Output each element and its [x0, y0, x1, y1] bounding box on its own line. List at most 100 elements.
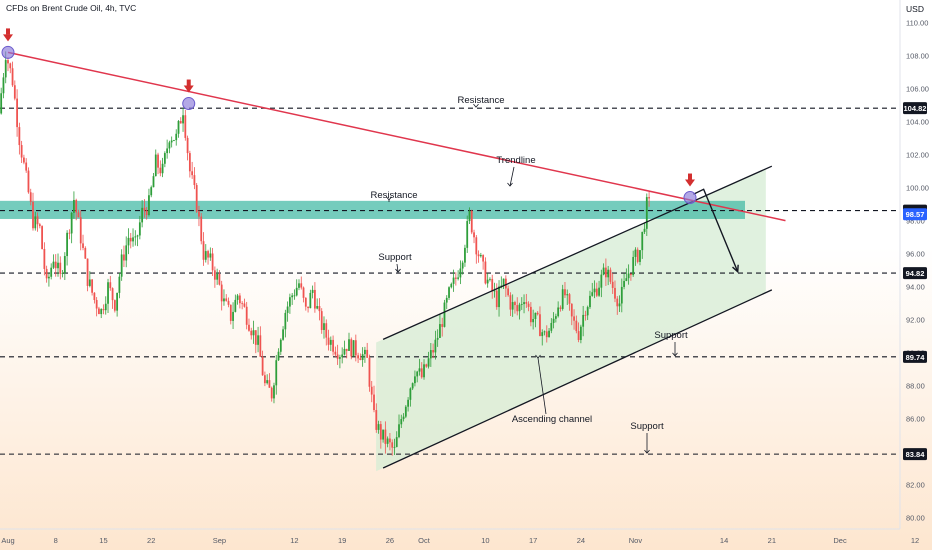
- arrow-down-icon: [688, 173, 692, 180]
- y-tick-label: 86.00: [906, 415, 925, 424]
- x-tick-label: 10: [481, 536, 489, 545]
- x-tick-label: Oct: [418, 536, 431, 545]
- level-badge-label: 104.82: [904, 104, 927, 113]
- candle-body: [498, 286, 500, 308]
- x-tick-label: 15: [99, 536, 107, 545]
- candle-body: [195, 185, 198, 212]
- candle-body: [186, 137, 189, 154]
- candle-body: [520, 304, 523, 305]
- candle-body: [479, 255, 482, 257]
- projection-arrow: [693, 188, 739, 273]
- level-badge: [903, 350, 927, 363]
- candle-body: [145, 210, 148, 216]
- candle-body: [161, 163, 164, 174]
- level-badge-label: 83.84: [906, 450, 926, 459]
- candle-body: [204, 251, 207, 260]
- candle-body: [227, 300, 230, 305]
- candle-body: [448, 287, 450, 298]
- arrow-down-icon: [685, 179, 695, 187]
- candle-body: [366, 349, 369, 358]
- candle-body: [182, 115, 184, 124]
- candle-body: [379, 424, 382, 440]
- candle-body: [389, 438, 391, 443]
- candle-body: [493, 290, 496, 292]
- candle-body: [163, 153, 166, 164]
- candle-body: [48, 276, 50, 279]
- candle-body: [27, 170, 30, 193]
- level-badge: [903, 267, 927, 280]
- candle-body: [0, 93, 3, 114]
- candle-body: [273, 385, 275, 399]
- candle-body: [52, 261, 55, 268]
- candle-body: [523, 302, 525, 305]
- candle-body: [627, 273, 630, 279]
- annotation-resistance-upper-leader-head: [473, 103, 479, 108]
- candle-body: [70, 212, 73, 234]
- candle-body: [268, 380, 271, 388]
- candle-body: [602, 267, 605, 275]
- chart-title: CFDs on Brent Crude Oil, 4h, TVC: [6, 3, 137, 13]
- candle-body: [348, 339, 350, 351]
- candle-body: [282, 329, 284, 340]
- candle-body: [25, 162, 28, 171]
- candle-body: [129, 237, 132, 242]
- candle-body: [223, 298, 225, 302]
- annotation-ascending-channel-leader: [537, 357, 547, 415]
- candle-body: [423, 364, 425, 378]
- candle-body: [554, 316, 557, 319]
- candle-body: [148, 195, 150, 216]
- candle-body: [548, 330, 550, 338]
- y-tick-label: 88.00: [906, 382, 925, 391]
- candle-body: [484, 261, 487, 284]
- candle-body: [68, 232, 71, 234]
- candle-body: [82, 243, 84, 248]
- candle-body: [616, 298, 619, 307]
- last-price-label: 98.57: [906, 210, 925, 219]
- candle-body: [77, 212, 80, 218]
- candle-body: [402, 416, 405, 420]
- candle-body: [38, 224, 41, 227]
- candle-body: [18, 127, 21, 146]
- candle-body: [584, 314, 587, 316]
- candle-body: [4, 60, 7, 78]
- candle-body: [407, 399, 410, 407]
- candle-body: [527, 303, 530, 307]
- y-tick-label: 80.00: [906, 513, 925, 522]
- candle-body: [113, 300, 116, 311]
- candle-body: [184, 115, 187, 138]
- candle-body: [334, 351, 337, 355]
- candle-body: [595, 288, 598, 296]
- annotation-support-upper-leader: [396, 263, 399, 273]
- candle-body: [159, 167, 162, 174]
- candle-body: [61, 273, 64, 275]
- candle-body: [50, 267, 53, 277]
- candle-body: [386, 438, 389, 444]
- candle-body: [23, 157, 25, 163]
- candle-body: [45, 268, 48, 279]
- candle-body: [20, 145, 23, 158]
- candle-body: [284, 312, 287, 330]
- candle-body: [127, 237, 130, 246]
- candle-body: [359, 358, 362, 360]
- candle-body: [518, 304, 521, 312]
- candle-body: [141, 207, 144, 223]
- y-tick-label: 106.00: [906, 85, 929, 94]
- candle-body: [511, 302, 514, 310]
- annotation-ascending-channel-leader-head: [535, 354, 541, 359]
- candle-body: [541, 332, 544, 337]
- candle-body: [66, 232, 69, 257]
- x-tick-label: 26: [386, 536, 394, 545]
- candle-body: [570, 303, 573, 317]
- candle-body: [175, 133, 178, 141]
- candle-body: [409, 388, 412, 400]
- candle-body: [509, 295, 512, 310]
- candle-body: [589, 295, 591, 308]
- candle-body: [557, 307, 560, 317]
- candle-body: [207, 251, 209, 258]
- candle-body: [241, 303, 244, 305]
- touch-point-circle: [1, 45, 15, 59]
- candle-body: [429, 350, 432, 359]
- candle-body: [29, 192, 32, 202]
